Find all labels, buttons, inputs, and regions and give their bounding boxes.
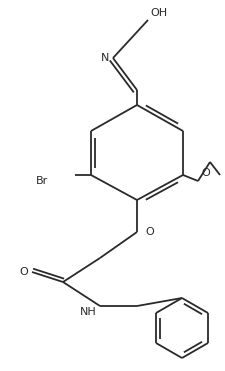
- Text: Br: Br: [36, 176, 48, 186]
- Text: NH: NH: [80, 307, 97, 317]
- Text: O: O: [19, 267, 28, 277]
- Text: O: O: [145, 227, 154, 237]
- Text: OH: OH: [150, 8, 167, 18]
- Text: O: O: [201, 168, 210, 178]
- Text: N: N: [101, 53, 109, 63]
